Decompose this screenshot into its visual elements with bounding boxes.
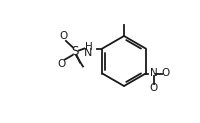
- Text: N: N: [84, 48, 92, 58]
- Text: O: O: [59, 31, 67, 41]
- Text: S: S: [71, 45, 79, 58]
- Text: O: O: [57, 59, 65, 69]
- Text: O: O: [150, 83, 158, 93]
- Text: N: N: [150, 69, 158, 78]
- Text: H: H: [85, 42, 92, 52]
- Text: O: O: [162, 69, 170, 78]
